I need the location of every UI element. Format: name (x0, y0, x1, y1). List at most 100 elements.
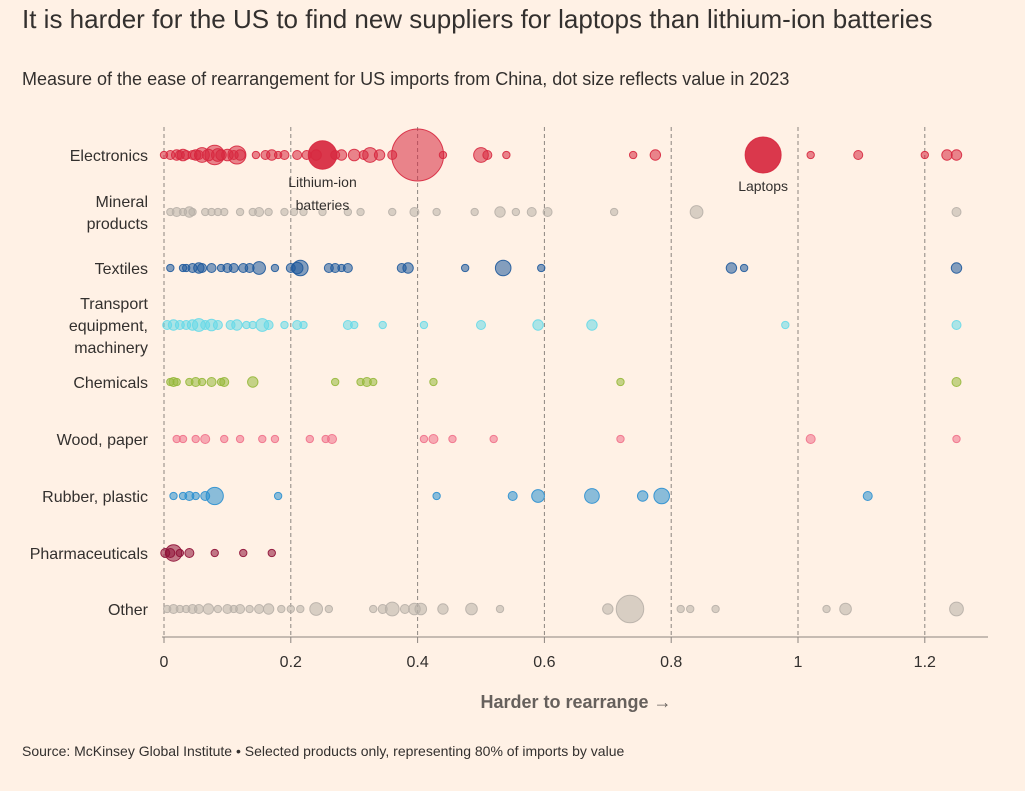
data-dot (258, 434, 267, 444)
data-dot (387, 150, 398, 160)
x-tick-label: 1 (794, 654, 803, 671)
source-note: Source: McKinsey Global Institute • Sele… (22, 743, 625, 759)
data-dot (220, 207, 229, 217)
data-dot (248, 207, 257, 217)
data-dot (949, 601, 964, 617)
data-dot (356, 207, 365, 217)
data-dot (331, 377, 340, 387)
category-label: equipment, (69, 318, 148, 335)
data-dot (178, 434, 188, 444)
data-dot (609, 207, 619, 217)
data-dot (260, 150, 271, 160)
data-dot (273, 150, 283, 160)
data-dot (270, 263, 280, 273)
highlight-dot (744, 136, 782, 174)
data-dot (244, 263, 255, 273)
data-dot (191, 491, 200, 501)
data-dot (235, 207, 245, 217)
data-dot (358, 150, 369, 160)
data-dot (465, 602, 478, 616)
data-dot (185, 377, 194, 387)
data-dot (301, 150, 312, 160)
data-dot (202, 603, 215, 615)
data-dot (494, 206, 506, 218)
data-dot (245, 604, 254, 614)
data-dot (489, 434, 498, 444)
data-dot (378, 320, 387, 330)
data-dot (285, 263, 296, 273)
data-dot (206, 377, 217, 387)
data-dot (343, 207, 353, 217)
data-dot (330, 150, 341, 160)
data-dot (216, 263, 226, 273)
data-dot (495, 604, 505, 614)
data-dot (369, 604, 378, 614)
data-dot (950, 262, 963, 274)
x-axis-label: Harder to rearrange → (480, 692, 671, 712)
data-dot (862, 491, 873, 501)
data-dot (429, 377, 438, 387)
category-label: Textiles (95, 261, 148, 278)
data-dot (482, 150, 493, 160)
data-dot (166, 207, 175, 217)
data-dot (542, 207, 553, 217)
data-dot (951, 320, 962, 330)
data-dot (197, 377, 207, 387)
data-dot (229, 604, 238, 614)
data-dot (419, 434, 429, 444)
data-dot (725, 262, 738, 274)
point-annotation: Laptops (738, 178, 788, 194)
data-dot (213, 604, 223, 614)
data-dot (686, 604, 695, 614)
data-dot (193, 150, 204, 160)
point-annotation: batteries (296, 197, 350, 213)
data-dot (181, 320, 192, 330)
category-label: Pharmaceuticals (30, 546, 148, 563)
category-label: products (87, 216, 148, 233)
data-dot (781, 320, 790, 330)
data-dot (292, 150, 303, 160)
data-dot (184, 548, 195, 558)
category-label: Other (108, 602, 149, 619)
data-dot (162, 604, 172, 614)
data-dot (182, 263, 191, 273)
data-dot (448, 434, 457, 444)
data-dot (399, 604, 410, 614)
data-dot (270, 434, 280, 444)
data-dot (822, 604, 831, 614)
data-dot (289, 207, 299, 217)
data-dot (388, 207, 397, 217)
data-dot (296, 604, 305, 614)
data-dot (263, 320, 274, 330)
data-dot (228, 263, 239, 273)
category-label: Transport (80, 296, 148, 313)
data-dot (676, 604, 685, 614)
data-dot (951, 377, 962, 387)
data-dot (414, 602, 428, 616)
data-dot (586, 319, 598, 331)
data-dot (169, 491, 178, 501)
data-dot (507, 491, 518, 501)
data-dot (839, 602, 852, 616)
data-dot (280, 207, 289, 217)
data-dot (197, 263, 208, 273)
data-dot (950, 149, 963, 161)
data-dot (159, 150, 169, 160)
data-dot (299, 320, 308, 330)
chart-title: It is harder for the US to find new supp… (22, 4, 933, 34)
data-dot (165, 548, 176, 558)
data-dot (369, 377, 378, 387)
data-dot (853, 150, 864, 160)
category-label: Electronics (70, 148, 148, 165)
data-dot (206, 263, 217, 273)
x-tick-label: 1.2 (914, 654, 936, 671)
data-dot (419, 320, 429, 330)
data-dot (188, 207, 197, 217)
data-dot (494, 259, 512, 277)
category-label: Mineral (96, 194, 148, 211)
data-dot (391, 128, 445, 182)
data-dot (267, 548, 276, 558)
data-dot (584, 488, 600, 504)
data-dot (531, 489, 545, 503)
data-dot (532, 319, 544, 331)
